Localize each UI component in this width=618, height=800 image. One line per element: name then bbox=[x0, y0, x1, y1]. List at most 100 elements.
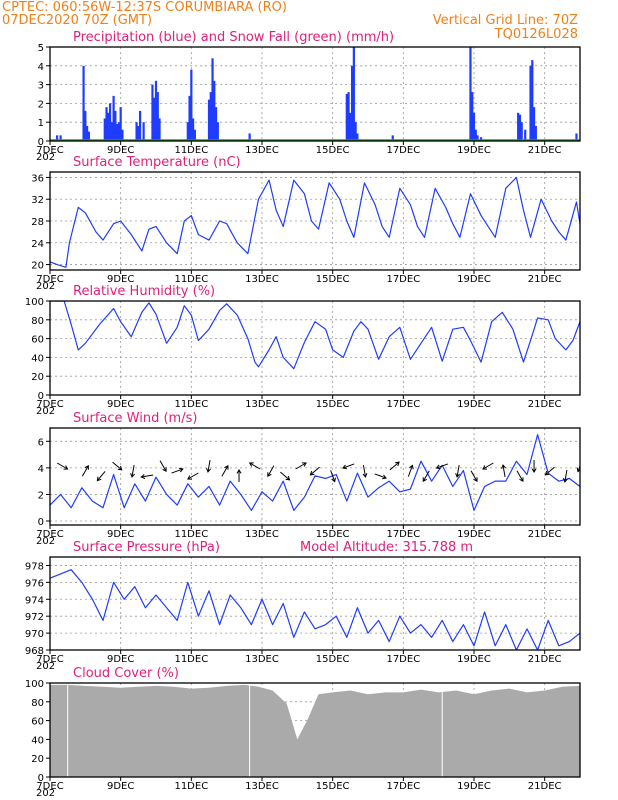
precip-bar bbox=[192, 118, 195, 141]
x-tick-label: 15DEC bbox=[316, 399, 350, 410]
panel-5: 0 20 40 60 80 100 7DEC 9DEC 11DEC 13DEC 15DEC 17DEC… bbox=[25, 666, 581, 799]
precip-bar bbox=[354, 122, 357, 141]
precip-bar bbox=[55, 135, 59, 141]
panel-4: 968 970 972 974 976 978 7DEC 9DEC 11DEC 13DEC 15DE… bbox=[25, 540, 581, 672]
x-tick-label: 17DEC bbox=[386, 781, 420, 792]
panel-title: Surface Temperature (nC) bbox=[73, 155, 241, 170]
y-tick-label: 28 bbox=[31, 217, 44, 228]
y-tick-label: 20 bbox=[31, 261, 44, 272]
x-tick-label: 9DEC bbox=[107, 274, 134, 285]
wind-arrow bbox=[56, 462, 69, 470]
x-year-label: 202 bbox=[36, 788, 55, 799]
header-code: TQ0126L028 bbox=[494, 27, 578, 42]
y-tick-label: 968 bbox=[25, 646, 44, 657]
wind-arrow bbox=[516, 470, 524, 483]
x-tick-label: 17DEC bbox=[386, 145, 420, 156]
x-tick-label: 11DEC bbox=[174, 529, 208, 540]
wind-arrow bbox=[531, 460, 537, 473]
precip-bar bbox=[186, 122, 189, 141]
y-tick-label: 100 bbox=[25, 679, 44, 690]
y-tick-label: 60 bbox=[31, 335, 44, 346]
x-tick-label: 17DEC bbox=[386, 654, 420, 665]
wind-arrow bbox=[267, 465, 275, 478]
panel-1: 20 24 28 32 36 7DEC 9DEC 11DEC 13DEC 15DEC 17DEC 19… bbox=[31, 155, 581, 292]
wind-arrow bbox=[236, 469, 242, 482]
wind-arrow bbox=[81, 464, 89, 477]
precip-bar bbox=[190, 69, 193, 141]
wind-arrow bbox=[187, 472, 199, 480]
data-layer bbox=[50, 176, 580, 268]
x-year-label: 202 bbox=[36, 536, 55, 547]
x-tick-label: 15DEC bbox=[316, 274, 350, 285]
data-layer bbox=[50, 434, 580, 511]
x-year-label: 202 bbox=[36, 281, 55, 292]
x-tick-label: 19DEC bbox=[457, 781, 491, 792]
x-tick-label: 19DEC bbox=[457, 654, 491, 665]
y-tick-label: 80 bbox=[31, 316, 44, 327]
precip-bar bbox=[117, 122, 120, 141]
precip-bar bbox=[520, 122, 523, 141]
x-tick-label: 19DEC bbox=[457, 529, 491, 540]
wind-arrow bbox=[389, 461, 400, 471]
precip-bar bbox=[211, 58, 214, 141]
x-tick-label: 13DEC bbox=[245, 654, 279, 665]
y-tick-label: 24 bbox=[31, 239, 44, 250]
precip-bar bbox=[349, 112, 352, 141]
x-tick-label: 21DEC bbox=[528, 654, 562, 665]
precip-bar bbox=[86, 125, 89, 141]
precip-bar bbox=[108, 103, 112, 141]
data-layer bbox=[50, 47, 580, 141]
y-tick-label: 40 bbox=[31, 353, 44, 364]
precip-bar bbox=[345, 94, 348, 141]
precip-bar bbox=[110, 122, 113, 141]
panel-title: Relative Humidity (%) bbox=[73, 284, 215, 299]
precip-bar bbox=[391, 135, 394, 141]
precip-bar bbox=[121, 129, 124, 141]
x-tick-label: 15DEC bbox=[316, 145, 350, 156]
x-tick-label: 7DEC bbox=[36, 274, 63, 285]
wind-arrow bbox=[248, 462, 261, 470]
precip-bar bbox=[105, 107, 108, 141]
x-tick-label: 15DEC bbox=[316, 654, 350, 665]
y-tick-label: 32 bbox=[31, 195, 44, 206]
precip-bar bbox=[103, 118, 106, 141]
precip-bar bbox=[472, 112, 476, 141]
panel-title: Surface Pressure (hPa) bbox=[73, 540, 220, 555]
precip-bar bbox=[476, 135, 479, 141]
panel-title: Cloud Cover (%) bbox=[73, 666, 179, 681]
panel-2: 0 20 40 60 80 100 7DEC 9DEC 11DEC 13DEC 15DEC 17DEC… bbox=[25, 284, 581, 417]
precip-bar bbox=[517, 112, 520, 141]
header-date: 07DEC2020 70Z (GMT) bbox=[2, 13, 152, 28]
wind-arrow bbox=[280, 471, 291, 481]
panel-frame bbox=[49, 46, 581, 142]
precip-bar bbox=[142, 122, 145, 141]
panel-title: Surface Wind (m/s) bbox=[73, 411, 197, 426]
y-tick-label: 2 bbox=[38, 490, 44, 501]
precip-bar bbox=[87, 131, 90, 141]
header-grid-note: Vertical Grid Line: 70Z bbox=[433, 13, 578, 28]
model-altitude-note: Model Altitude: 315.788 m bbox=[300, 540, 473, 555]
precip-bar bbox=[112, 95, 115, 141]
wind-arrow bbox=[309, 466, 320, 476]
precip-bar bbox=[153, 97, 156, 141]
x-tick-label: 7DEC bbox=[36, 654, 63, 665]
panel-frame bbox=[49, 682, 581, 778]
x-tick-label: 11DEC bbox=[174, 781, 208, 792]
precip-bar bbox=[137, 125, 140, 141]
wind-arrow bbox=[422, 470, 430, 483]
x-tick-label: 7DEC bbox=[36, 399, 63, 410]
x-year-label: 202 bbox=[36, 661, 55, 672]
y-tick-label: 20 bbox=[31, 754, 44, 765]
y-tick-label: 20 bbox=[31, 372, 44, 383]
y-tick-label: 100 bbox=[25, 297, 44, 308]
x-tick-label: 11DEC bbox=[174, 274, 208, 285]
precip-bar bbox=[518, 114, 522, 141]
wind-arrow bbox=[140, 474, 154, 479]
precip-bar bbox=[575, 133, 578, 141]
cloud-area bbox=[50, 684, 580, 777]
x-tick-label: 9DEC bbox=[107, 654, 134, 665]
precip-bar bbox=[213, 80, 216, 141]
precip-bar bbox=[469, 47, 472, 141]
x-tick-label: 21DEC bbox=[528, 274, 562, 285]
